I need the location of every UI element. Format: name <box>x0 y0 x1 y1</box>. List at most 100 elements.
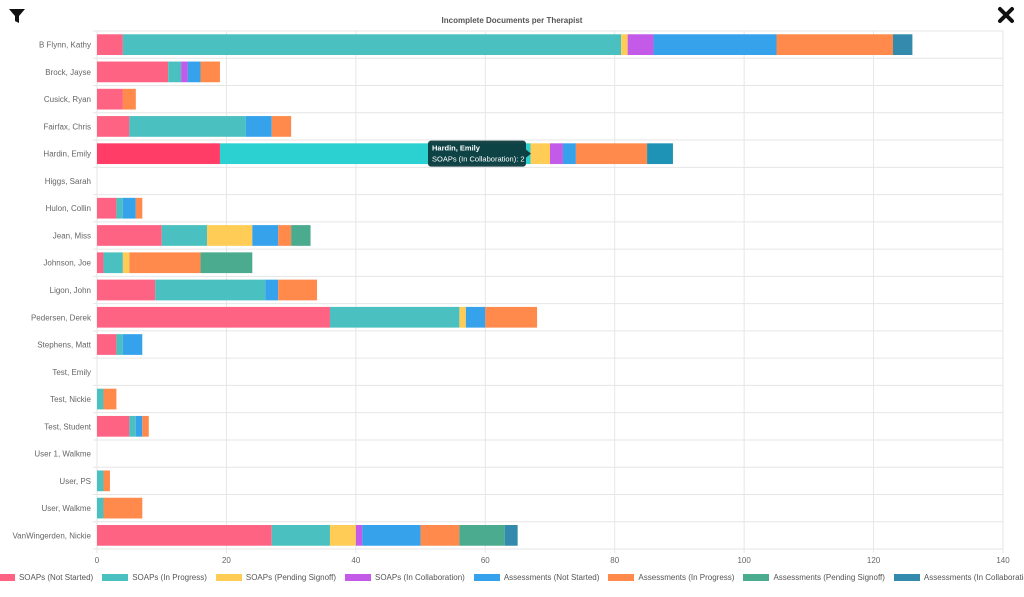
legend-swatch <box>102 573 129 581</box>
category-label: B Flynn, Kathy <box>39 41 91 50</box>
legend-item[interactable]: SOAPs (Not Started) <box>0 570 93 584</box>
close-button[interactable] <box>996 5 1016 25</box>
x-tick-label: 40 <box>351 556 360 565</box>
category-label: Cusick, Ryan <box>44 95 91 104</box>
bar-segment <box>562 143 576 165</box>
tooltip-body: SOAPs (In Collaboration): 2 <box>432 155 525 164</box>
bar-segment <box>776 34 893 55</box>
bar-segment <box>97 116 130 137</box>
x-tick-label: 80 <box>610 556 619 565</box>
legend-item[interactable]: Assessments (In Collaboration) <box>893 570 1024 584</box>
legend-label: Assessments (Not Started) <box>503 572 600 582</box>
bar-segment <box>329 306 460 328</box>
bar-segment <box>485 306 538 328</box>
bar-segment <box>97 225 162 246</box>
bar-segment <box>97 61 169 83</box>
category-label: Ligon, John <box>50 286 91 295</box>
bar-segment <box>278 279 318 301</box>
tooltip-box <box>428 140 526 167</box>
legend-swatch <box>608 573 635 581</box>
bar-segment <box>97 279 156 301</box>
bar-segment <box>200 61 220 83</box>
bar-segment <box>278 225 292 246</box>
bar-segment <box>207 225 253 246</box>
bar-segment <box>97 525 272 546</box>
bar-segment <box>291 225 311 246</box>
bar-segment <box>103 470 110 492</box>
x-tick-label: 120 <box>867 556 881 565</box>
bar-segment <box>97 497 104 519</box>
bar-segment <box>355 525 363 546</box>
bar-segment <box>550 143 563 165</box>
bar-segment <box>135 415 143 437</box>
bar-segment <box>97 388 104 410</box>
bar-segment <box>459 525 505 546</box>
category-label: Hardin, Emily <box>43 150 91 159</box>
category-label: Test, Emily <box>52 368 91 377</box>
filter-button[interactable] <box>8 7 26 25</box>
bar-segment <box>892 34 913 55</box>
legend-label: SOAPs (Pending Signoff) <box>245 572 336 582</box>
bar-segment <box>97 252 104 274</box>
legend-item[interactable]: Assessments (Not Started) <box>473 570 600 584</box>
legend-item[interactable]: SOAPs (In Progress) <box>102 570 207 584</box>
legend-label: Assessments (Pending Signoff) <box>773 572 885 582</box>
bar-segment <box>168 61 182 83</box>
bar-segment <box>122 34 622 55</box>
bar-segment <box>97 88 123 110</box>
bar-segment <box>271 116 292 137</box>
bar-segment <box>459 306 466 328</box>
category-label: User 1, Walkme <box>34 450 91 459</box>
legend-swatch <box>743 573 770 581</box>
bar-segment <box>187 61 201 83</box>
legend-item[interactable]: SOAPs (Pending Signoff) <box>215 570 336 584</box>
category-label: Fairfax, Chris <box>43 122 91 131</box>
bar-segment <box>161 225 208 246</box>
legend-swatch <box>215 573 242 581</box>
category-label: Johnson, Joe <box>43 259 91 268</box>
chart-legend: SOAPs (Not Started) SOAPs (In Progress) SO… <box>0 570 1024 584</box>
category-label: Stephens, Matt <box>37 341 92 350</box>
bar-segment <box>129 252 201 274</box>
bar-segment <box>97 143 220 165</box>
bar-segment <box>155 279 266 301</box>
bar-segment <box>420 525 460 546</box>
tooltip-pointer <box>526 149 531 158</box>
bar-segment <box>252 225 279 246</box>
legend-swatch <box>0 573 15 581</box>
bar-segment <box>329 525 356 546</box>
bar-segment <box>97 306 330 328</box>
legend-label: Assessments (In Collaboration) <box>923 572 1024 582</box>
x-tick-label: 140 <box>996 556 1010 565</box>
legend-label: SOAPs (Not Started) <box>18 572 94 582</box>
bar-segment <box>362 525 421 546</box>
legend-swatch <box>893 573 920 581</box>
category-label: User, PS <box>59 477 91 486</box>
legend-item[interactable]: Assessments (In Progress) <box>608 570 734 584</box>
legend-swatch <box>345 573 371 581</box>
bar-segment <box>530 143 550 165</box>
bar-segment <box>504 525 518 546</box>
bar-segment <box>575 143 648 165</box>
chart-title: Incomplete Documents per Therapist <box>441 16 583 25</box>
x-tick-label: 100 <box>737 556 751 565</box>
tooltip-title: Hardin, Emily <box>432 144 481 153</box>
x-tick-label: 60 <box>481 556 490 565</box>
category-label: Higgs, Sarah <box>45 177 91 186</box>
bar-segment <box>97 197 117 219</box>
legend-label: SOAPs (In Progress) <box>132 572 207 582</box>
bar-segment <box>116 197 123 219</box>
category-label: User, Walkme <box>42 504 92 513</box>
legend-item[interactable]: SOAPs (In Collaboration) <box>345 570 465 584</box>
bar-segment <box>97 415 130 437</box>
bar-segment <box>97 470 104 492</box>
legend-item[interactable]: Assessments (Pending Signoff) <box>743 570 885 584</box>
bar-segment <box>653 34 777 55</box>
x-tick-label: 0 <box>95 556 100 565</box>
category-label: VanWingerden, Nickie <box>12 531 91 540</box>
bar-segment <box>135 197 143 219</box>
bar-segment <box>122 334 143 355</box>
bar-segment <box>465 306 486 328</box>
bar-segment <box>103 388 117 410</box>
